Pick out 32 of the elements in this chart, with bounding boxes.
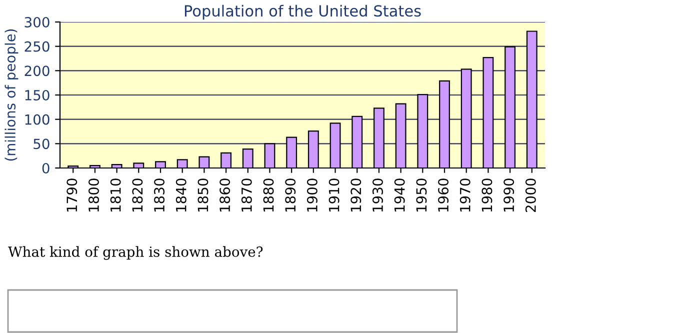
y-tick-label: 200 (24, 66, 50, 76)
x-tick-label: 1790 (66, 178, 78, 212)
x-tick-label: 1810 (110, 178, 121, 212)
x-tick-label: 1910 (328, 178, 340, 212)
x-tick-label: 1960 (438, 178, 449, 212)
x-tick-label: 1980 (482, 178, 492, 212)
x-tick-label: 1860 (220, 178, 230, 212)
x-tick-label: 1900 (306, 178, 318, 212)
y-tick-label: 50 (34, 138, 50, 150)
x-tick-label: 1990 (504, 178, 514, 212)
x-tick-label: 1950 (416, 178, 427, 212)
x-tick-label: 1970 (460, 178, 470, 212)
x-tick-label: 1840 (176, 178, 186, 212)
x-tick-label: 1830 (154, 178, 165, 212)
y-tick-label: 0 (42, 162, 50, 174)
x-tick-label: 1820 (132, 178, 143, 212)
text: What kind of graph is shown above? (8, 246, 263, 260)
y-tick-label: 250 (24, 41, 50, 52)
x-tick-label: 1870 (241, 178, 252, 212)
x-tick-label: 1930 (372, 178, 383, 212)
x-tick-label: 1890 (285, 178, 296, 212)
x-tick-label: 1800 (88, 178, 99, 212)
y-axis-title: (millions of people) (4, 29, 18, 161)
y-tick-label: 300 (24, 16, 50, 28)
x-tick-label: 2000 (525, 178, 536, 212)
x-tick-label: 1880 (263, 178, 274, 212)
x-tick-label: 1920 (350, 178, 362, 212)
y-tick-label: 150 (25, 90, 50, 100)
y-tick-label: 100 (25, 114, 50, 125)
chart-title: Population of the United States (184, 4, 421, 20)
x-tick-label: 1940 (394, 178, 405, 212)
x-tick-label: 1850 (198, 178, 208, 212)
